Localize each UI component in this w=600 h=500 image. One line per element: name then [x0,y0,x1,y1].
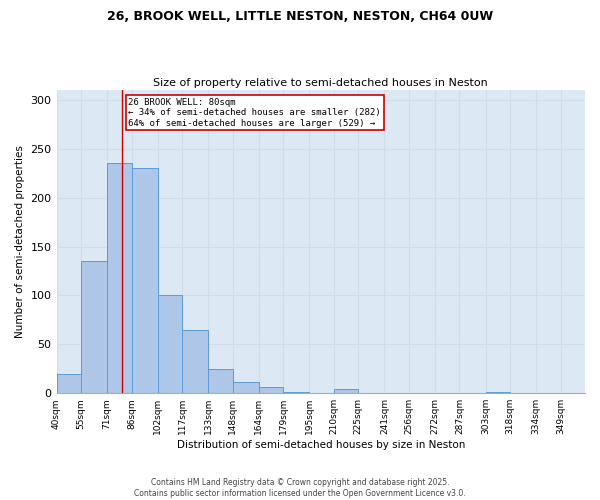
Bar [107,162,131,393]
Bar [259,388,283,393]
Text: Contains HM Land Registry data © Crown copyright and database right 2025.
Contai: Contains HM Land Registry data © Crown c… [134,478,466,498]
Text: 26, BROOK WELL, LITTLE NESTON, NESTON, CH64 0UW: 26, BROOK WELL, LITTLE NESTON, NESTON, C… [107,10,493,23]
Bar [233,382,259,393]
Y-axis label: Number of semi-detached properties: Number of semi-detached properties [15,145,25,338]
Bar [485,392,510,393]
X-axis label: Distribution of semi-detached houses by size in Neston: Distribution of semi-detached houses by … [176,440,465,450]
Title: Size of property relative to semi-detached houses in Neston: Size of property relative to semi-detach… [154,78,488,88]
Bar [208,369,233,393]
Bar [56,374,81,393]
Bar [158,296,182,393]
Bar [81,261,107,393]
Bar [283,392,310,393]
Bar [131,168,158,393]
Text: 26 BROOK WELL: 80sqm
← 34% of semi-detached houses are smaller (282)
64% of semi: 26 BROOK WELL: 80sqm ← 34% of semi-detac… [128,98,381,128]
Bar [182,330,208,393]
Bar [334,390,358,393]
